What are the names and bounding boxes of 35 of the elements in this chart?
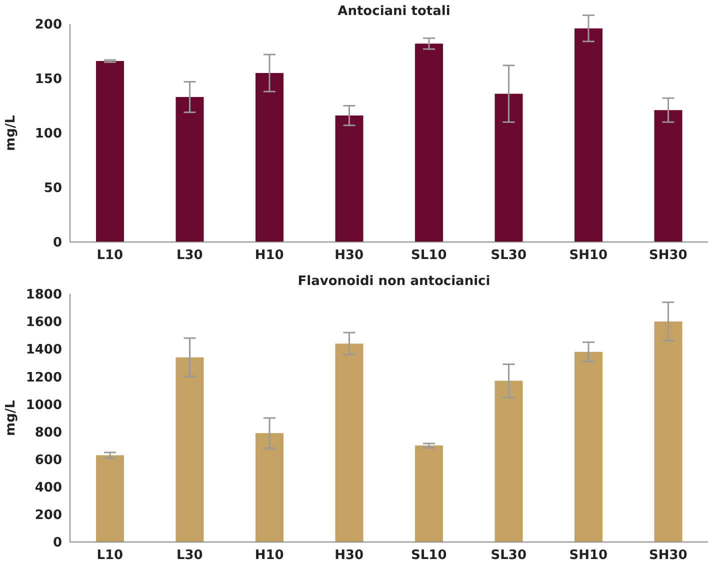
y-tick-label: 150 xyxy=(34,72,62,88)
x-tick-label: H10 xyxy=(254,248,284,264)
x-tick-label: SH30 xyxy=(648,248,688,264)
y-tick-label: 100 xyxy=(34,126,62,142)
y-tick-label: 800 xyxy=(34,425,62,440)
y-tick-label: 50 xyxy=(44,181,62,196)
x-tick-label: SH10 xyxy=(569,548,608,564)
y-tick-label: 400 xyxy=(34,480,62,496)
x-tick-label: SL30 xyxy=(490,548,526,564)
x-tick-label: SH30 xyxy=(648,548,688,564)
x-tick-label: L10 xyxy=(96,248,124,264)
y-tick-label: 1200 xyxy=(26,370,62,386)
x-tick-label: H30 xyxy=(334,248,364,264)
y-tick-label: 1000 xyxy=(26,398,62,413)
x-tick-label: SH10 xyxy=(569,248,608,264)
y-tick-label: 200 xyxy=(34,508,62,524)
chart-title: Flavonoidi non antocianici xyxy=(296,274,492,289)
chart-title: Antociani totali xyxy=(336,4,452,19)
y-tick-label: 1800 xyxy=(26,288,62,303)
x-tick-label: SL30 xyxy=(490,248,526,264)
x-tick-label: L30 xyxy=(176,548,203,564)
x-tick-label: H10 xyxy=(254,548,284,564)
y-tick-label: 1600 xyxy=(26,315,62,330)
y-tick-label: 1400 xyxy=(26,342,62,358)
y-tick-label: 600 xyxy=(34,452,62,468)
x-tick-label: SL10 xyxy=(411,248,447,264)
y-tick-label: 200 xyxy=(34,18,62,33)
y-axis-title: mg/L xyxy=(4,115,19,151)
x-tick-label: SL10 xyxy=(411,548,447,564)
y-tick-label: 0 xyxy=(52,236,62,251)
y-tick-label: 0 xyxy=(52,536,62,551)
x-tick-label: L30 xyxy=(176,248,203,264)
x-tick-label: H30 xyxy=(334,548,364,564)
x-tick-label: L10 xyxy=(96,548,124,564)
y-axis-title: mg/L xyxy=(4,400,19,436)
